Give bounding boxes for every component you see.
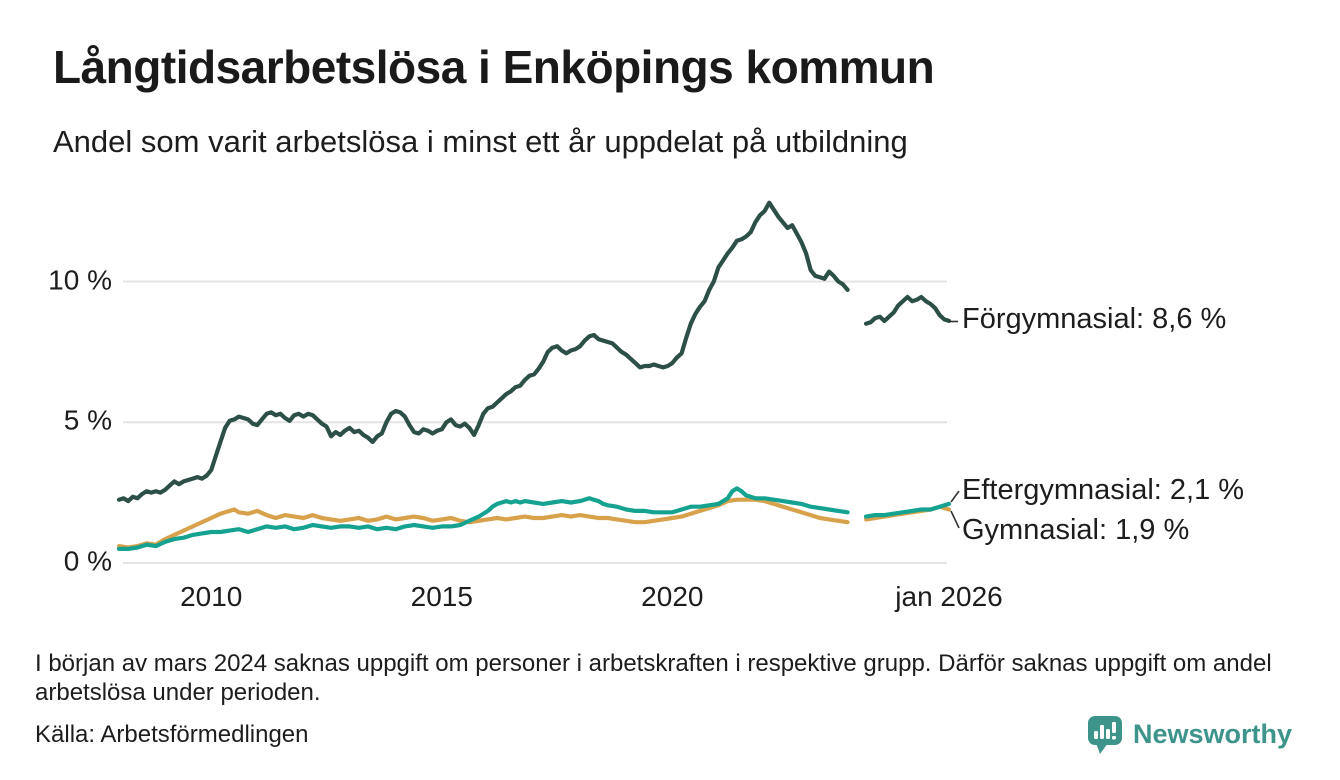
x-tick-label: 2015 [410,581,473,612]
footnote: I början av mars 2024 saknas uppgift om … [35,650,1272,707]
series-label-gymnasial: Gymnasial: 1,9 % [962,514,1190,546]
branding-name: Newsworthy [1132,719,1292,749]
x-tick-label: 2010 [180,581,243,612]
y-tick-label: 5 % [63,404,112,436]
page-subtitle: Andel som varit arbetslösa i minst ett å… [53,124,908,159]
branding: Newsworthy [1086,714,1292,755]
leader-eftergymnasial [950,490,960,503]
gridlines [123,280,947,564]
y-tick-label: 0 % [63,545,112,577]
page-title: Långtidsarbetslösa i Enköpings kommun [53,41,935,93]
leader-gymnasial [950,510,960,529]
source-line: Källa: Arbetsförmedlingen [35,721,309,748]
series-line-förgymnasial [116,200,952,504]
x-tick-label: 2020 [641,581,704,612]
series-label-eftergymnasial: Eftergymnasial: 2,1 % [962,474,1245,506]
newsworthy-logo-icon [1087,716,1122,754]
label-leader-lines [949,320,960,529]
y-tick-label: 10 % [48,264,112,296]
series-line-eftergymnasial [116,486,952,551]
x-tick-label: jan 2026 [895,581,1003,612]
series-label-forgymnasial: Förgymnasial: 8,6 % [962,303,1227,335]
series-lines [116,200,952,551]
